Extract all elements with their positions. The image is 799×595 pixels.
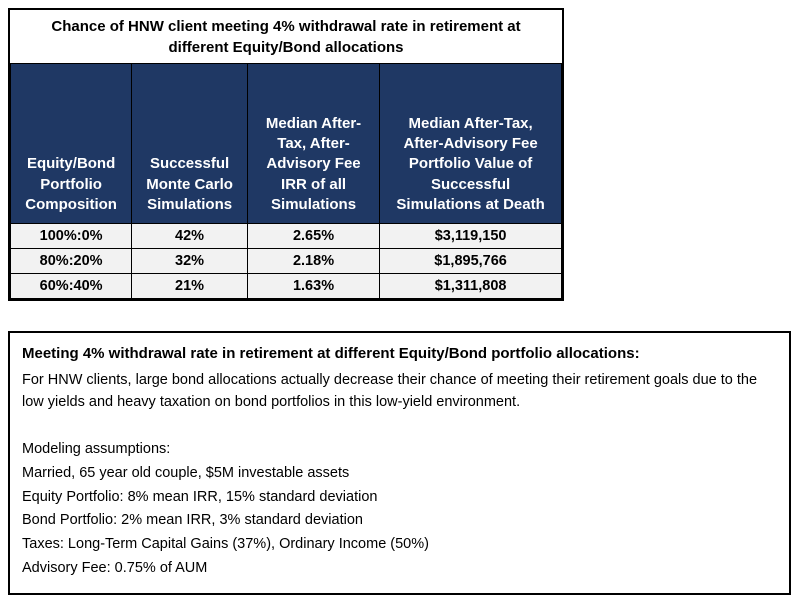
cell-median-irr: 2.65% [246,223,381,249]
cell-portfolio-value: $1,311,808 [379,273,562,299]
notes-description: For HNW clients, large bond allocations … [22,371,758,411]
column-header-composition: Equity/Bond Portfolio Composition [9,63,133,224]
assumption-couple: Married, 65 year old couple, $5M investa… [22,464,350,481]
cell-success-rate: 32% [131,248,248,274]
cell-portfolio-value: $3,119,150 [379,223,562,249]
cell-composition: 60%:40% [9,273,133,299]
cell-composition: 80%:20% [9,248,133,274]
cell-median-irr: 1.63% [246,273,381,299]
assumption-taxes: Taxes: Long-Term Capital Gains (37%), Or… [22,536,429,553]
cell-composition: 100%:0% [9,223,133,249]
table-row: 60%:40% 21% 1.63% $1,311,808 [9,273,562,299]
table-header-row: Equity/Bond Portfolio Composition Succes… [9,63,562,224]
cell-success-rate: 42% [131,223,248,249]
table-row: 80%:20% 32% 2.18% $1,895,766 [9,248,562,274]
assumption-advisory-fee: Advisory Fee: 0.75% of AUM [22,560,208,577]
column-header-median-portfolio-value: Median After-Tax, After-Advisory Fee Por… [379,63,562,224]
column-header-successful-simulations: Successful Monte Carlo Simulations [131,63,248,224]
table-row: 100%:0% 42% 2.65% $3,119,150 [9,223,562,249]
assumption-bond-portfolio: Bond Portfolio: 2% mean IRR, 3% standard… [22,512,363,529]
notes-title: Meeting 4% withdrawal rate in retirement… [22,345,640,362]
assumptions-label: Modeling assumptions: [22,440,171,457]
assumption-equity-portfolio: Equity Portfolio: 8% mean IRR, 15% stand… [22,488,378,505]
cell-success-rate: 21% [131,273,248,299]
table-title: Chance of HNW client meeting 4% withdraw… [51,18,521,56]
cell-portfolio-value: $1,895,766 [379,248,562,274]
column-header-median-irr: Median After-Tax, After-Advisory Fee IRR… [246,63,381,224]
notes-box: Meeting 4% withdrawal rate in retirement… [8,331,791,595]
cell-median-irr: 2.18% [246,248,381,274]
allocation-table: Equity/Bond Portfolio Composition Succes… [9,63,562,299]
allocation-table-box: Chance of HNW client meeting 4% withdraw… [8,8,564,301]
